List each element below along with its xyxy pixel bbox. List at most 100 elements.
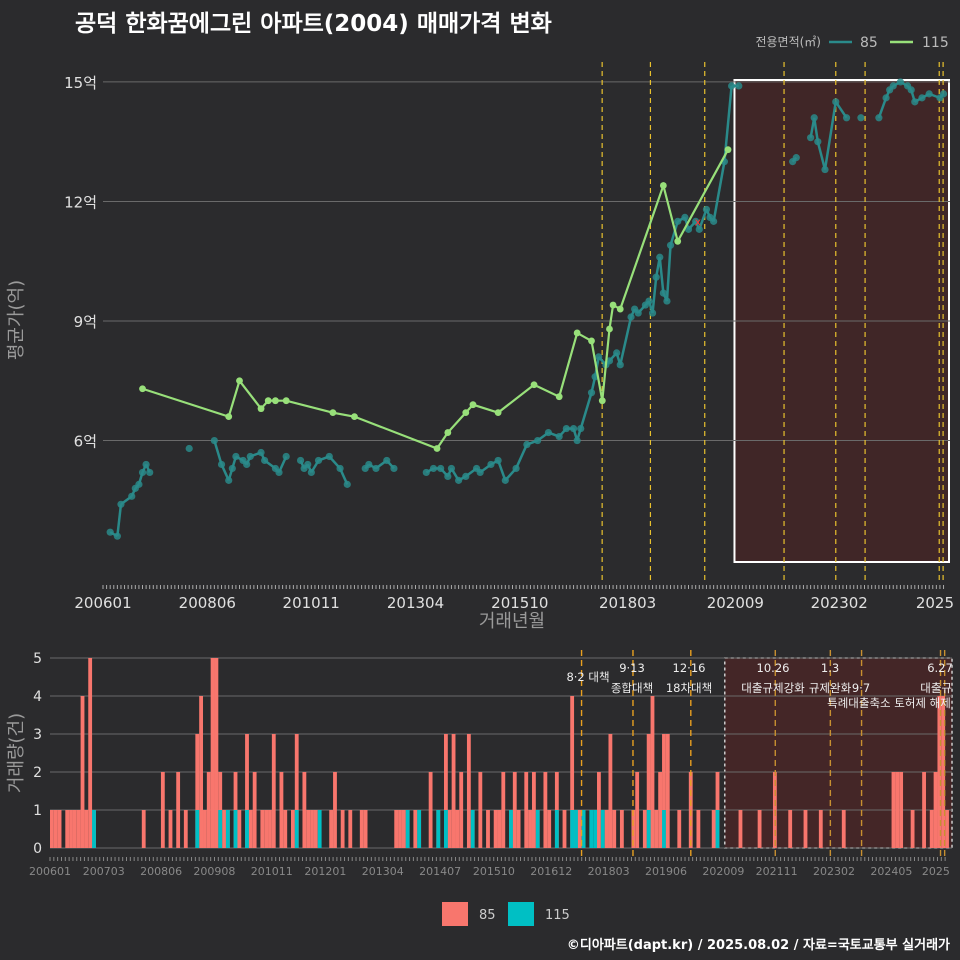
price-x-tick-label: 200601 — [74, 594, 131, 612]
series-85-point — [544, 428, 553, 437]
series-85-point — [422, 468, 430, 477]
series-85-point — [911, 98, 919, 106]
series-85-point — [325, 452, 333, 461]
chart-title: 공덕 한화꿈에그린 아파트(2004) 매매가격 변화 — [75, 11, 552, 37]
series-85-bar — [841, 810, 846, 848]
price-x-tick-label: 2025 — [916, 594, 954, 612]
series-115-point — [573, 329, 581, 337]
series-85-point — [925, 90, 933, 98]
series-85-point — [243, 460, 251, 469]
series-115-bar — [225, 810, 230, 848]
series-85-bar — [53, 810, 58, 848]
series-85-point — [372, 464, 380, 473]
legend-115-label: 115 — [922, 35, 949, 51]
series-85-point — [257, 448, 265, 457]
series-85-point — [113, 532, 121, 540]
policy-label-text: 종합대책 — [611, 681, 653, 695]
series-85-bar — [398, 810, 402, 848]
series-85-point — [648, 309, 657, 317]
series-85-bar — [340, 810, 345, 848]
series-85-bar — [941, 696, 946, 848]
series-115-bar — [646, 810, 651, 848]
series-85-bar — [528, 810, 532, 848]
series-115-bar — [509, 810, 513, 848]
series-115-bar — [195, 810, 200, 848]
series-85-point — [365, 460, 373, 469]
series-85-bar — [922, 772, 926, 848]
series-85-bar — [69, 810, 73, 848]
price-x-tick-label: 200806 — [179, 594, 236, 612]
series-85-bar — [711, 810, 716, 848]
series-85-bar — [141, 810, 146, 848]
series-85-bar — [612, 810, 617, 848]
series-85-point — [261, 456, 269, 465]
series-85-point — [534, 436, 542, 445]
series-85-bar — [160, 772, 165, 848]
series-85-bar — [252, 772, 257, 848]
series-85-bar — [531, 772, 536, 848]
series-85-bar — [501, 772, 506, 848]
series-85-bar — [650, 696, 655, 848]
series-85-point — [918, 94, 926, 102]
series-115-bar — [470, 810, 475, 848]
volume-y-tick-label: 2 — [33, 765, 42, 781]
series-85-point — [889, 82, 897, 90]
series-115-point — [674, 237, 682, 245]
price-x-tick-label: 202009 — [707, 594, 764, 612]
series-115-bar — [600, 810, 605, 848]
series-115-point — [606, 325, 613, 333]
series-85-point — [857, 114, 865, 122]
series-85-bar — [466, 734, 471, 848]
series-85-point — [666, 241, 675, 249]
price-y-tick-label: 9억 — [74, 313, 97, 331]
legend-bottom-85-swatch — [442, 902, 468, 926]
volume-x-tick-label: 201011 — [251, 865, 293, 878]
volume-x-tick-label: 202111 — [756, 865, 798, 878]
series-85-bar — [329, 810, 334, 848]
series-85-bar — [604, 810, 609, 848]
series-85-bar — [428, 772, 433, 848]
series-115-bar — [574, 810, 578, 848]
series-115-point — [272, 397, 279, 405]
series-85-bar — [168, 810, 173, 848]
price-x-tick-label: 201304 — [387, 594, 444, 612]
legend-title: 전용면적(㎡) — [755, 35, 821, 49]
series-85-point — [882, 94, 890, 102]
series-85-bar — [788, 810, 793, 848]
series-85-bar — [665, 734, 670, 848]
series-85-point — [656, 253, 664, 261]
series-85-bar — [619, 810, 624, 848]
volume-x-tick-label: 201612 — [530, 865, 572, 878]
series-85-segment — [619, 316, 633, 366]
series-85-point — [275, 468, 283, 477]
series-85-bar — [447, 810, 452, 848]
series-85-bar — [271, 734, 276, 848]
series-85-bar — [570, 696, 575, 848]
series-85-point — [225, 476, 233, 484]
volume-x-tick-label: 202302 — [813, 865, 855, 878]
volume-x-tick-label: 201906 — [645, 865, 687, 878]
volume-y-tick-label: 4 — [33, 689, 42, 705]
series-85-point — [674, 217, 682, 225]
series-85-point — [659, 289, 667, 297]
series-85-bar — [310, 810, 314, 848]
legend-85-label: 85 — [860, 35, 878, 51]
volume-x-tick-label: 201304 — [362, 865, 404, 878]
series-85-bar — [635, 772, 640, 848]
series-85-point — [605, 357, 614, 365]
series-85-bar — [662, 734, 666, 848]
volume-y-axis-title: 거래량(건) — [6, 713, 27, 793]
series-85-bar — [348, 810, 353, 848]
series-115-bar — [233, 810, 238, 848]
volume-x-tick-label: 200601 — [29, 865, 71, 878]
series-115-bar — [535, 810, 540, 848]
series-85-point — [501, 476, 509, 484]
series-115-bar — [581, 810, 586, 848]
series-85-point — [875, 114, 883, 122]
series-85-point — [577, 424, 585, 433]
series-115-point — [257, 405, 265, 413]
series-85-point — [735, 82, 743, 90]
series-85-bar — [260, 810, 265, 848]
series-85-bar — [333, 772, 337, 848]
